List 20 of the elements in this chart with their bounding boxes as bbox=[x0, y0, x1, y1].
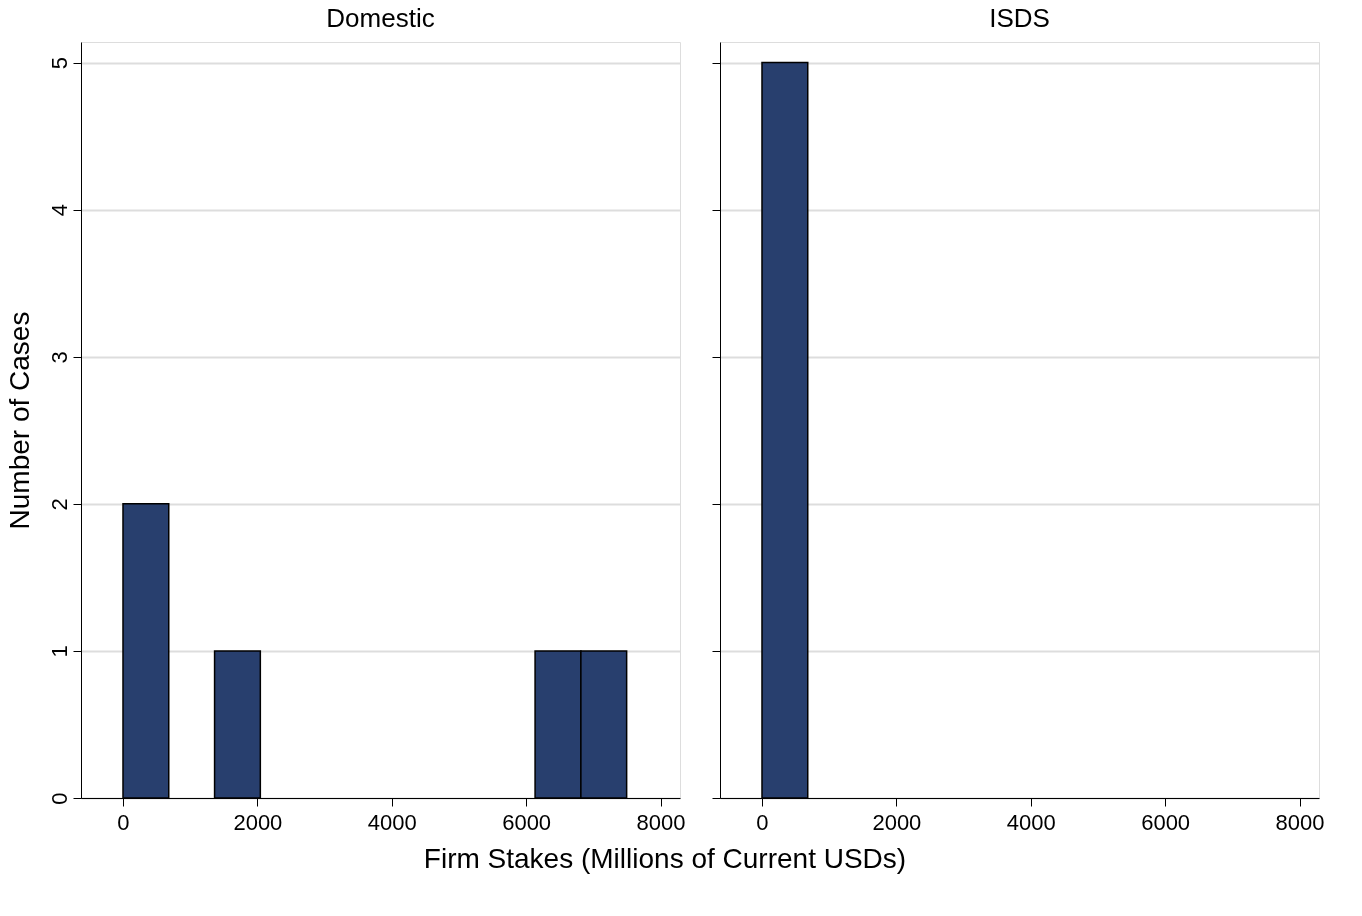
x-tick-label: 0 bbox=[117, 809, 130, 835]
y-axis-title: Number of Cases bbox=[3, 311, 35, 530]
y-tick-label: 2 bbox=[46, 498, 72, 511]
x-tick-label: 6000 bbox=[1141, 809, 1191, 835]
x-axis-title: Firm Stakes (Millions of Current USDs) bbox=[423, 842, 907, 874]
x-tick-label: 4000 bbox=[367, 809, 417, 835]
x-tick-label: 0 bbox=[756, 809, 769, 835]
x-tick-label: 6000 bbox=[502, 809, 552, 835]
x-tick-label: 2000 bbox=[233, 809, 283, 835]
y-tick-label: 1 bbox=[46, 645, 72, 658]
chart-title: ISDS bbox=[989, 3, 1050, 33]
x-tick-label: 8000 bbox=[1275, 809, 1325, 835]
y-tick-label: 3 bbox=[46, 351, 72, 364]
y-tick-label: 5 bbox=[46, 56, 72, 70]
x-tick-label: 8000 bbox=[636, 809, 686, 835]
chart-title: Domestic bbox=[326, 3, 435, 33]
x-tick-label: 2000 bbox=[872, 809, 922, 835]
y-tick-label: 0 bbox=[46, 792, 72, 805]
y-tick-label: 4 bbox=[46, 204, 72, 217]
x-tick-label: 4000 bbox=[1006, 809, 1056, 835]
